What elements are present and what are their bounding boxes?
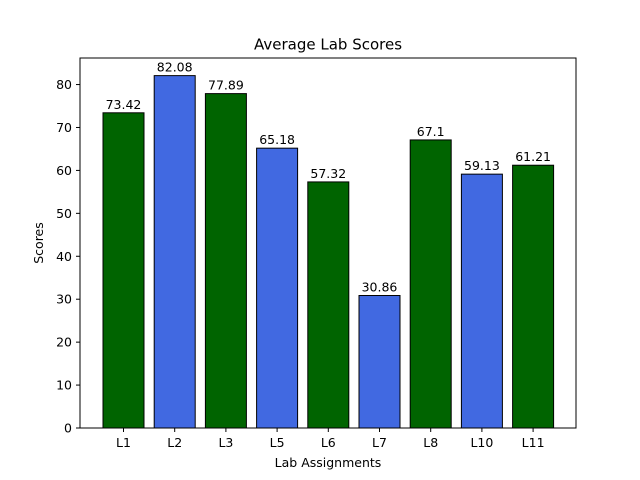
bar-l11 bbox=[512, 164, 555, 429]
y-tick-label-20: 20 bbox=[56, 335, 72, 350]
data-labels-group: 73.42 82.08 77.89 65.18 57.32 30.86 67.1 59.13 6… bbox=[106, 60, 551, 295]
bar-l1 bbox=[102, 112, 145, 429]
bars-group bbox=[102, 75, 555, 429]
x-axis-label: Lab Assignments bbox=[275, 455, 382, 470]
data-label-l6: 57.32 bbox=[310, 166, 346, 181]
bar-l6 bbox=[307, 181, 350, 429]
data-label-l3: 77.89 bbox=[208, 78, 244, 93]
data-label-l10: 59.13 bbox=[464, 158, 500, 173]
bar-l3 bbox=[204, 93, 247, 429]
y-tick-label-80: 80 bbox=[56, 77, 72, 92]
x-tick-label-l2: L2 bbox=[167, 435, 182, 450]
data-label-l5: 65.18 bbox=[259, 132, 295, 147]
y-tick-label-50: 50 bbox=[56, 206, 72, 221]
x-tick-label-l5: L5 bbox=[270, 435, 285, 450]
x-tick-label-l7: L7 bbox=[372, 435, 387, 450]
y-tick-label-0: 0 bbox=[64, 421, 72, 436]
y-tick-label-40: 40 bbox=[56, 249, 72, 264]
data-label-l8: 67.1 bbox=[417, 124, 445, 139]
x-tick-label-l3: L3 bbox=[218, 435, 233, 450]
x-axis-ticks: L1 L2 L3 L5 L6 L7 L8 L10 L11 bbox=[116, 428, 545, 450]
y-tick-label-30: 30 bbox=[56, 292, 72, 307]
y-tick-label-10: 10 bbox=[56, 378, 72, 393]
data-label-l7: 30.86 bbox=[362, 280, 398, 295]
bar-l2 bbox=[153, 75, 196, 429]
y-tick-label-70: 70 bbox=[56, 120, 72, 135]
x-tick-label-l1: L1 bbox=[116, 435, 131, 450]
data-label-l2: 82.08 bbox=[157, 60, 193, 75]
x-tick-label-l6: L6 bbox=[321, 435, 336, 450]
data-label-l11: 61.21 bbox=[515, 149, 551, 164]
x-tick-label-l11: L11 bbox=[522, 435, 545, 450]
x-tick-label-l8: L8 bbox=[423, 435, 438, 450]
x-tick-label-l10: L10 bbox=[470, 435, 493, 450]
bar-l8 bbox=[409, 139, 452, 429]
y-tick-label-60: 60 bbox=[56, 163, 72, 178]
data-label-l1: 73.42 bbox=[106, 97, 142, 112]
y-axis-label: Scores bbox=[31, 222, 46, 264]
bar-l7 bbox=[358, 295, 401, 429]
plot-area-frame bbox=[79, 57, 577, 429]
chart-title: Average Lab Scores bbox=[254, 36, 402, 54]
bar-l5 bbox=[256, 147, 299, 429]
bar-l10 bbox=[460, 173, 503, 429]
y-axis-ticks: 0 10 20 30 40 50 60 70 80 bbox=[56, 77, 80, 436]
